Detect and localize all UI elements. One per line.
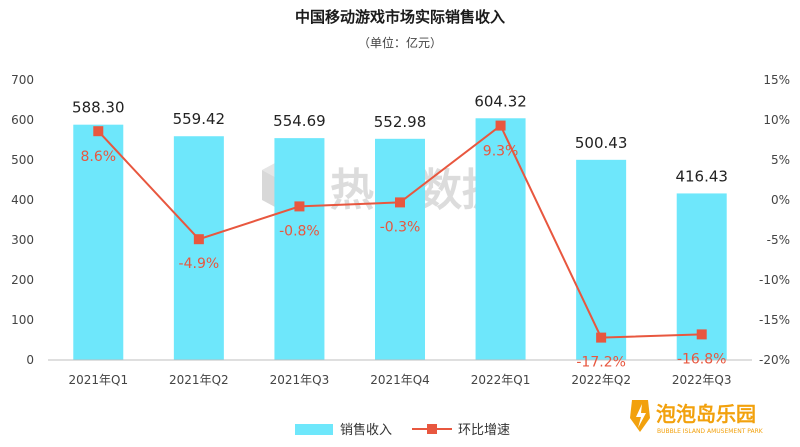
legend-swatch-marker (427, 424, 437, 434)
y-left-tick-3: 300 (11, 233, 34, 247)
legend-label-growth: 环比增速 (458, 423, 510, 438)
y-right-tick-0: 15% (763, 73, 790, 87)
growth-value-label-2: -0.8% (279, 223, 320, 239)
bar-0 (73, 124, 124, 361)
lightning-shield-icon (630, 400, 650, 432)
bar-value-label-3: 552.98 (374, 113, 427, 131)
x-tick-0: 2021年Q1 (68, 373, 128, 387)
growth-point-3 (395, 197, 405, 208)
brand-name: 泡泡岛乐园 (656, 402, 756, 426)
growth-value-label-0: 8.6% (80, 149, 116, 165)
growth-value-label-6: -16.8% (677, 351, 727, 367)
y-right-tick-3: 0% (771, 193, 790, 207)
growth-point-6 (696, 329, 707, 340)
growth-value-label-1: -4.9% (179, 256, 220, 272)
brand-logo: 泡泡岛乐园 BUBBLE ISLAND AMUSEMENT PARK (630, 400, 764, 435)
growth-point-1 (193, 234, 204, 245)
y-left-tick-0: 0 (26, 353, 34, 367)
bar-5 (576, 159, 627, 360)
x-tick-3: 2021年Q4 (370, 373, 430, 387)
growth-point-0 (93, 126, 104, 137)
y-left-tick-5: 500 (11, 153, 34, 167)
growth-point-5 (596, 332, 607, 343)
legend: 销售收入 环比增速 (295, 422, 510, 438)
growth-point-4 (495, 120, 506, 131)
legend-label-sales: 销售收入 (340, 422, 392, 438)
chart-title: 中国移动游戏市场实际销售收入 (295, 8, 505, 26)
x-tick-5: 2022年Q2 (571, 373, 631, 387)
chart-subtitle: （单位：亿元） (358, 35, 442, 50)
y-right-tick-6: -15% (759, 313, 790, 327)
growth-value-label-3: -0.3% (380, 219, 421, 235)
bar-value-label-1: 559.42 (173, 110, 226, 128)
y-right-tick-1: 10% (763, 113, 790, 127)
bar-value-label-2: 554.69 (273, 112, 326, 130)
x-tick-6: 2022年Q3 (672, 373, 732, 387)
growth-value-label-5: -17.2% (576, 355, 626, 371)
bar-2 (274, 138, 325, 360)
brand-tagline: BUBBLE ISLAND AMUSEMENT PARK (657, 428, 764, 435)
x-tick-1: 2021年Q2 (169, 373, 229, 387)
bar-value-label-4: 604.32 (474, 92, 527, 110)
y-left-tick-1: 100 (11, 313, 34, 327)
x-tick-4: 2022年Q1 (471, 373, 531, 387)
y-right-tick-5: -10% (759, 273, 790, 287)
y-left-tick-4: 400 (11, 193, 34, 207)
bar-value-label-5: 500.43 (575, 134, 628, 152)
y-left-tick-6: 600 (11, 113, 34, 127)
y-left-tick-2: 200 (11, 273, 34, 287)
bar-3 (375, 138, 425, 360)
y-right-tick-4: -5% (767, 233, 790, 247)
growth-point-2 (294, 201, 305, 212)
bar-value-label-0: 588.30 (72, 99, 125, 117)
bar-value-label-6: 416.43 (675, 167, 728, 185)
bar-1 (173, 136, 224, 360)
x-tick-2: 2021年Q3 (270, 373, 330, 387)
y-right-tick-7: -20% (759, 353, 790, 367)
legend-swatch-bar (295, 424, 333, 435)
y-right-tick-2: 5% (771, 153, 790, 167)
growth-value-label-4: 9.3% (483, 144, 519, 160)
y-left-tick-7: 700 (11, 73, 34, 87)
